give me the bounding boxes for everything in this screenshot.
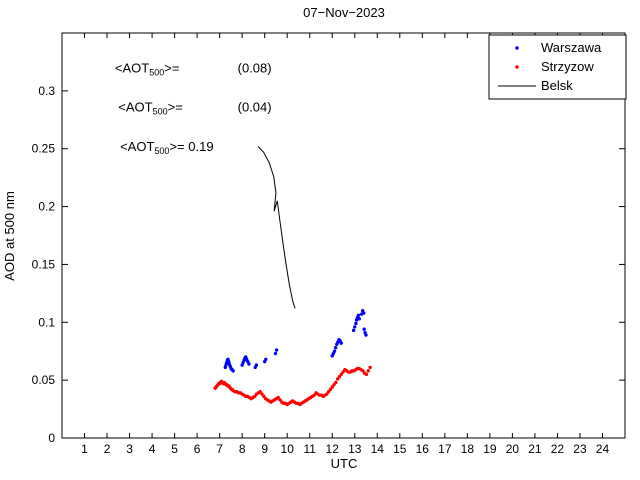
legend-entry-belsk: Belsk	[498, 78, 573, 93]
warszawa-point	[264, 357, 268, 362]
x-tick-label: 12	[326, 442, 340, 456]
series-warszawa	[223, 309, 368, 373]
x-tick-label: 1	[81, 442, 88, 456]
strzyzow-point	[325, 392, 329, 396]
x-axis-label: UTC	[331, 456, 358, 471]
warszawa-point	[254, 363, 259, 367]
strzyzow-point	[262, 394, 266, 399]
strzyzow-point	[278, 398, 282, 402]
x-tick-label: 11	[303, 442, 316, 456]
y-tick-label: 0.25	[32, 142, 56, 156]
x-tick-label: 4	[149, 442, 156, 456]
strzyzow-point	[276, 395, 280, 400]
legend-label: Belsk	[541, 78, 573, 93]
legend-marker	[515, 65, 519, 69]
strzyzow-point	[330, 385, 334, 389]
strzyzow-point	[364, 372, 369, 377]
warszawa-point	[231, 369, 235, 373]
annotation-warszawa-mean-value: (0.08)	[238, 60, 272, 75]
warszawa-point	[356, 313, 361, 318]
annotation-belsk-mean: <AOT500>= 0.19	[120, 139, 213, 156]
warszawa-point	[362, 327, 366, 331]
strzyzow-point	[334, 380, 338, 385]
x-tick-label: 16	[416, 442, 430, 456]
legend-entry-warszawa: Warszawa	[515, 40, 602, 55]
series-strzyzow	[213, 365, 372, 407]
x-tick-label: 6	[194, 442, 201, 456]
annotation-warszawa-mean: <AOT500>=	[115, 60, 180, 77]
x-tick-label: 14	[371, 442, 385, 456]
legend-entry-strzyzow: Strzyzow	[515, 59, 594, 74]
warszawa-point	[354, 321, 358, 326]
x-tick-label: 2	[104, 442, 111, 456]
series-belsk	[257, 146, 296, 309]
x-tick-label: 10	[281, 442, 295, 456]
x-tick-label: 19	[483, 442, 497, 456]
strzyzow-point	[337, 374, 342, 379]
x-tick-label: 18	[461, 442, 475, 456]
x-tick-label: 5	[171, 442, 178, 456]
warszawa-point	[273, 351, 278, 356]
strzyzow-point	[332, 383, 336, 387]
strzyzow-point	[253, 394, 257, 399]
annotation-strzyzow-mean-value: (0.04)	[238, 100, 272, 115]
warszawa-point	[357, 317, 361, 321]
warszawa-point	[332, 349, 337, 353]
x-tick-label: 23	[573, 442, 587, 456]
legend-box	[488, 34, 627, 100]
warszawa-point	[247, 362, 251, 366]
chart-title: 07−Nov−2023	[303, 5, 385, 20]
y-tick-label: 0	[48, 431, 55, 445]
x-tick-label: 7	[216, 442, 223, 456]
y-tick-label: 0.3	[38, 84, 55, 98]
strzyzow-point	[312, 393, 316, 397]
x-tick-label: 8	[239, 442, 246, 456]
x-tick-label: 15	[393, 442, 407, 456]
y-axis-label: AOD at 500 nm	[2, 191, 17, 281]
strzyzow-point	[339, 372, 343, 377]
legend-label: Warszawa	[541, 40, 602, 55]
chart-dynamic: 1 2 3 4 5 6 7 8 9 10 11 12 13 14 15 16 17 18 19 20 21 22 23 240…	[32, 32, 627, 456]
strzyzow-point	[326, 390, 331, 394]
strzyzow-point	[368, 365, 372, 370]
warszawa-point	[274, 348, 279, 352]
warszawa-point	[333, 346, 338, 350]
warszawa-point	[339, 341, 343, 345]
y-tick-label: 0.15	[32, 257, 56, 271]
strzyzow-point	[258, 390, 262, 394]
legend-marker	[515, 46, 519, 50]
y-tick-label: 0.2	[38, 200, 55, 214]
x-tick-label: 9	[261, 442, 268, 456]
legend-label: Strzyzow	[541, 59, 594, 74]
strzyzow-point	[335, 377, 340, 381]
strzyzow-point	[341, 370, 345, 374]
warszawa-point	[362, 311, 366, 315]
x-tick-label: 24	[596, 442, 610, 456]
x-tick-label: 17	[438, 442, 452, 456]
y-tick-label: 0.1	[38, 315, 55, 329]
strzyzow-point	[361, 369, 365, 373]
x-tick-label: 22	[551, 442, 565, 456]
warszawa-point	[353, 325, 357, 329]
x-tick-label: 13	[348, 442, 362, 456]
warszawa-point	[351, 328, 356, 333]
x-tick-label: 21	[528, 442, 542, 456]
warszawa-point	[364, 333, 368, 337]
belsk-line	[257, 146, 296, 309]
annotation-strzyzow-mean: <AOT500>=	[118, 100, 183, 117]
x-tick-label: 20	[506, 442, 520, 456]
y-tick-label: 0.05	[32, 373, 56, 387]
x-tick-label: 3	[126, 442, 133, 456]
strzyzow-point	[328, 387, 333, 392]
strzyzow-point	[366, 369, 370, 373]
strzyzow-point	[260, 392, 264, 396]
